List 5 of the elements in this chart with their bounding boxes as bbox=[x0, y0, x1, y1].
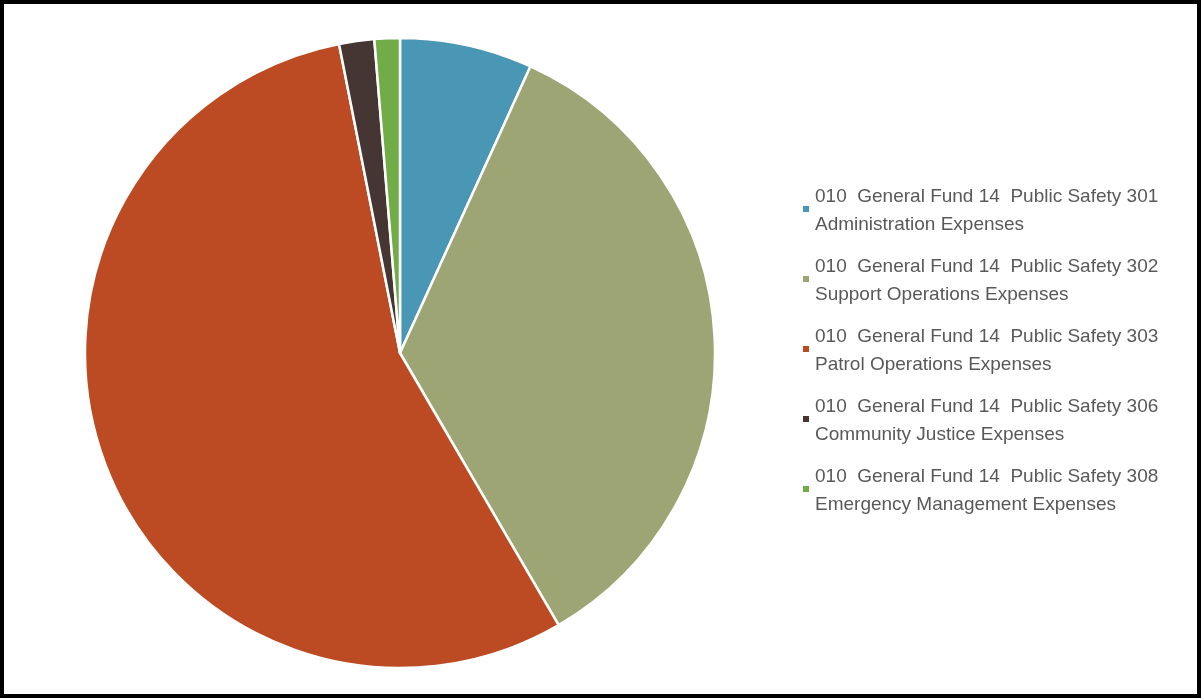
legend-label: 010 General Fund 14 Public Safety 301 Administration Expenses bbox=[815, 184, 1164, 234]
legend-label: 010 General Fund 14 Public Safety 306 Community Justice Expenses bbox=[815, 394, 1164, 444]
legend-label: 010 General Fund 14 Public Safety 308 Emergency Management Expenses bbox=[815, 464, 1164, 514]
legend-label: 010 General Fund 14 Public Safety 302 Support Operations Expenses bbox=[815, 254, 1164, 304]
legend-label: 010 General Fund 14 Public Safety 303 Patrol Operations Expenses bbox=[815, 324, 1164, 374]
